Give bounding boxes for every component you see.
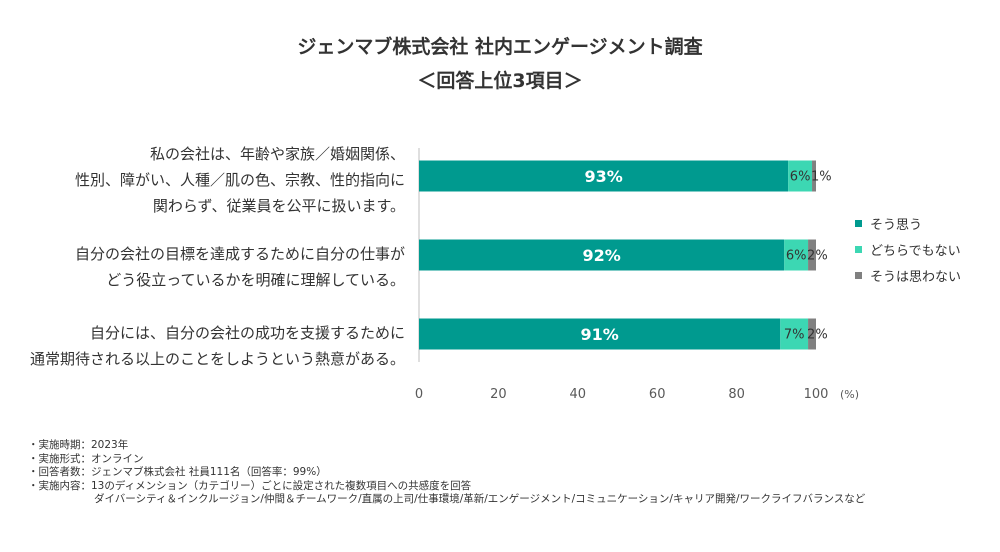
bar-2-series-3 bbox=[808, 239, 816, 271]
x-axis-unit: (%) bbox=[840, 388, 859, 401]
bar-1-series-2 bbox=[788, 160, 813, 192]
x-tick-label: 20 bbox=[490, 387, 507, 402]
data-label-1-series-2: 6% bbox=[790, 170, 811, 185]
category-label-line: どう役立っているかを明確に理解している。 bbox=[106, 271, 405, 289]
category-label-3: 自分には、自分の会社の成功を支援するために 通常期待される以上のことをしようとい… bbox=[30, 320, 405, 372]
category-label-line: 関わらず、従業員を公平に扱います。 bbox=[152, 197, 405, 215]
category-label-line: 自分の会社の目標を達成するために自分の仕事が bbox=[74, 245, 405, 263]
category-label-line: 自分には、自分の会社の成功を支援するために bbox=[89, 324, 405, 342]
data-label-2-series-2: 6% bbox=[786, 249, 807, 264]
bar-2-series-1 bbox=[419, 239, 785, 271]
legend-label: どちらでもない bbox=[870, 244, 961, 259]
data-label-1-series-1: 93% bbox=[584, 167, 622, 186]
note-line: ・実施形式：オンライン bbox=[28, 452, 144, 465]
bar-2-series-2 bbox=[784, 239, 809, 271]
x-tick-label: 0 bbox=[415, 387, 423, 402]
legend-label: そうは思わない bbox=[870, 270, 962, 285]
legend-swatch bbox=[855, 220, 862, 227]
bar-3-series-3 bbox=[808, 318, 816, 350]
x-tick-label: 80 bbox=[728, 387, 745, 402]
legend-item-neutral: どちらでもない bbox=[855, 240, 961, 259]
category-label-line: 私の会社は、年齢や家族／婚姻関係、 bbox=[149, 145, 405, 163]
bar-3-series-2 bbox=[780, 318, 809, 350]
legend-swatch bbox=[855, 246, 862, 253]
bar-3-series-1 bbox=[419, 318, 781, 350]
x-tick-label: 100 bbox=[804, 387, 829, 402]
data-label-3-series-1: 91% bbox=[580, 325, 618, 344]
data-label-2-series-1: 92% bbox=[582, 246, 620, 265]
note-line: ・実施内容：13のディメンション（カテゴリー）ごとに設定された複数項目への共感度… bbox=[28, 479, 472, 492]
survey-notes: ・実施時期：2023年 ・実施形式：オンライン ・回答者数：ジェンマブ株式会社 … bbox=[28, 439, 865, 507]
chart-title: ジェンマブ株式会社 社内エンゲージメント調査 bbox=[297, 36, 703, 58]
data-label-3-series-3: 2% bbox=[807, 328, 828, 343]
category-label-1: 私の会社は、年齢や家族／婚姻関係、 性別、障がい、人種／肌の色、宗教、性的指向に… bbox=[75, 141, 405, 219]
chart-subtitle: ＜回答上位3項目＞ bbox=[417, 70, 583, 92]
legend-item-agree: そう思う bbox=[855, 214, 922, 233]
legend-item-disagree: そうは思わない bbox=[855, 266, 961, 285]
bar-1-series-1 bbox=[419, 160, 789, 192]
note-line: ダイバーシティ＆インクルージョン/仲間＆チームワーク/直属の上司/仕事環境/革新… bbox=[94, 493, 866, 505]
legend-label: そう思う bbox=[870, 218, 923, 233]
x-tick-label: 60 bbox=[649, 387, 666, 402]
legend-swatch bbox=[855, 272, 862, 279]
x-tick-label: 40 bbox=[570, 387, 587, 402]
data-label-2-series-3: 2% bbox=[807, 249, 828, 264]
data-label-1-series-3: 1% bbox=[811, 170, 832, 185]
category-label-line: 通常期待される以上のことをしようという熱意がある。 bbox=[29, 350, 405, 368]
category-label-line: 性別、障がい、人種／肌の色、宗教、性的指向に bbox=[74, 171, 405, 189]
note-line: ・実施時期：2023年 bbox=[28, 439, 129, 451]
category-label-2: 自分の会社の目標を達成するために自分の仕事が どう役立っているかを明確に理解して… bbox=[75, 241, 405, 293]
note-line: ・回答者数：ジェンマブ株式会社 社員111名（回答率：99%） bbox=[28, 466, 327, 478]
data-label-3-series-2: 7% bbox=[784, 328, 805, 343]
bar-1-series-3 bbox=[812, 160, 816, 192]
